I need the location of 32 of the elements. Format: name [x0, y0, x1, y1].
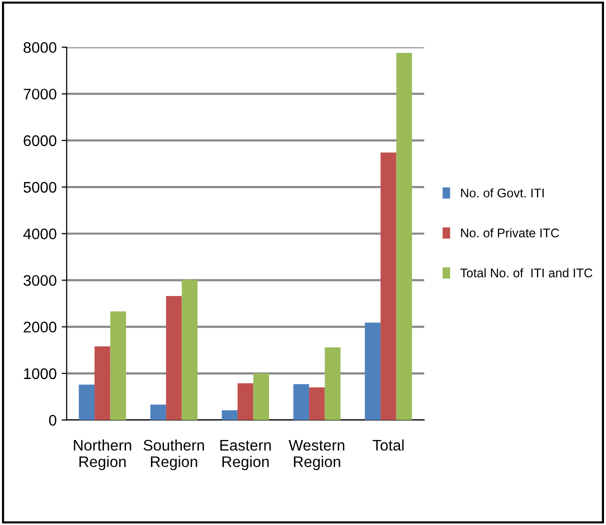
y-tick-label: 0: [49, 414, 56, 426]
legend-label: Total No. of ITI and ITC: [460, 268, 592, 278]
bar: [78, 384, 95, 420]
bar: [253, 373, 270, 420]
bar: [150, 404, 166, 420]
bar: [166, 296, 182, 420]
bar: [324, 347, 341, 420]
x-tick-label: Northern Region: [74, 439, 132, 470]
y-tick-label: 3000: [24, 275, 56, 286]
bar: [222, 410, 238, 420]
x-tick-label: Eastern Region: [220, 440, 271, 470]
x-tick-label: Southern Region: [144, 439, 204, 470]
y-tick-label: 1000: [24, 368, 56, 380]
y-tick-label: 7000: [24, 88, 56, 100]
bar: [94, 346, 110, 420]
bar: [238, 383, 254, 420]
bar: [110, 311, 126, 420]
x-tick-label: Western Region: [288, 440, 344, 470]
x-tick-label: Total: [372, 439, 404, 451]
y-tick-label: 4000: [23, 228, 56, 240]
legend-label: No. of Govt. ITI: [461, 188, 544, 198]
bar: [182, 280, 198, 420]
y-tick-label: 2000: [24, 322, 56, 332]
y-tick-label: 6000: [24, 135, 56, 146]
y-tick-label: 8000: [24, 42, 56, 53]
bar: [396, 52, 412, 420]
legend-label: No. of Private ITC: [461, 228, 559, 238]
bar: [309, 387, 325, 420]
bar: [364, 322, 381, 420]
bar: [293, 384, 310, 420]
bar: [380, 152, 396, 420]
y-tick-label: 5000: [24, 182, 56, 193]
